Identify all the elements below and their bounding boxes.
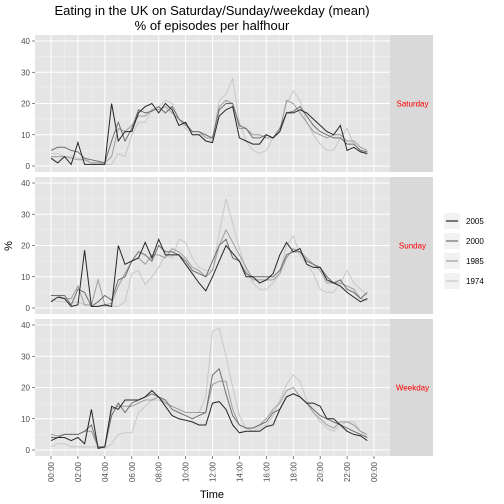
x-tick-label: 12:00	[209, 461, 218, 482]
y-tick-label: 20	[21, 384, 30, 393]
legend-label-1985: 1985	[466, 257, 484, 266]
legend-label-1974: 1974	[466, 277, 484, 286]
legend-label-2000: 2000	[466, 237, 484, 246]
x-tick-label: 18:00	[289, 461, 298, 482]
facet-strip	[390, 319, 433, 456]
panel-saturday: 0 10 20 30 40 Saturday	[21, 35, 433, 172]
facet-strip-label: Sunday	[399, 242, 426, 251]
x-tick-label: 14:00	[235, 461, 244, 482]
x-tick-label: 16:00	[262, 461, 271, 482]
x-tick-label: 04:00	[101, 461, 110, 482]
y-tick-label: 30	[21, 352, 30, 361]
chart-title-line2: % of episodes per halfhour	[135, 18, 290, 33]
y-tick-label: 20	[21, 100, 30, 109]
y-tick-label: 40	[21, 37, 30, 46]
x-tick-label: 06:00	[128, 461, 137, 482]
y-tick-label: 30	[21, 210, 30, 219]
y-tick-label: 30	[21, 68, 30, 77]
y-tick-label: 0	[26, 446, 31, 455]
legend-label-2005: 2005	[466, 217, 484, 226]
x-tick-label: 00:00	[47, 461, 56, 482]
series-line-2005-sunday	[50, 237, 368, 308]
y-tick-label: 0	[26, 304, 31, 313]
x-tick-label: 10:00	[182, 461, 191, 482]
series-line-2005-weekday	[50, 389, 368, 450]
y-tick-label: 10	[21, 273, 30, 282]
y-tick-label: 40	[21, 179, 30, 188]
x-tick-label: 08:00	[155, 461, 164, 482]
x-tick-label: 02:00	[74, 461, 83, 482]
x-tick-label: 20:00	[316, 461, 325, 482]
facet-strip	[390, 35, 433, 172]
x-tick-label: 22:00	[343, 461, 352, 482]
series-line-2000-sunday	[51, 238, 368, 308]
y-tick-label: 10	[21, 131, 30, 140]
y-tick-label: 40	[21, 321, 30, 330]
chart-title-line1: Eating in the UK on Saturday/Sunday/week…	[54, 3, 369, 18]
series-line-2005-saturday	[50, 102, 368, 166]
facet-strip-label: Weekday	[396, 384, 429, 393]
x-axis-title: Time	[200, 489, 224, 501]
panel-weekday: 0 10 20 30 40 Weekday	[21, 319, 433, 456]
panel-sunday: 0 10 20 30 40 Sunday	[21, 177, 433, 314]
y-tick-label: 10	[21, 415, 30, 424]
y-tick-label: 0	[26, 162, 31, 171]
x-axis: 00:00 02:00 04:00 06:00 08:00 10:00 12:00 14:00…	[47, 456, 379, 482]
panels: 0 10 20 30 40 Saturday 0 10 20 30 40 Sunday 0 10 20 30 4…	[21, 35, 433, 456]
facet-strip-label: Saturday	[396, 100, 428, 109]
x-tick-label: 00:00	[370, 461, 379, 482]
facet-strip	[390, 177, 433, 314]
series-line-1974-sunday	[50, 198, 368, 307]
legend: 2005 2000 1985 1974	[444, 213, 484, 289]
y-tick-label: 20	[21, 242, 30, 251]
y-axis-title: %	[3, 241, 15, 251]
series-line-2000-saturday	[50, 103, 368, 164]
